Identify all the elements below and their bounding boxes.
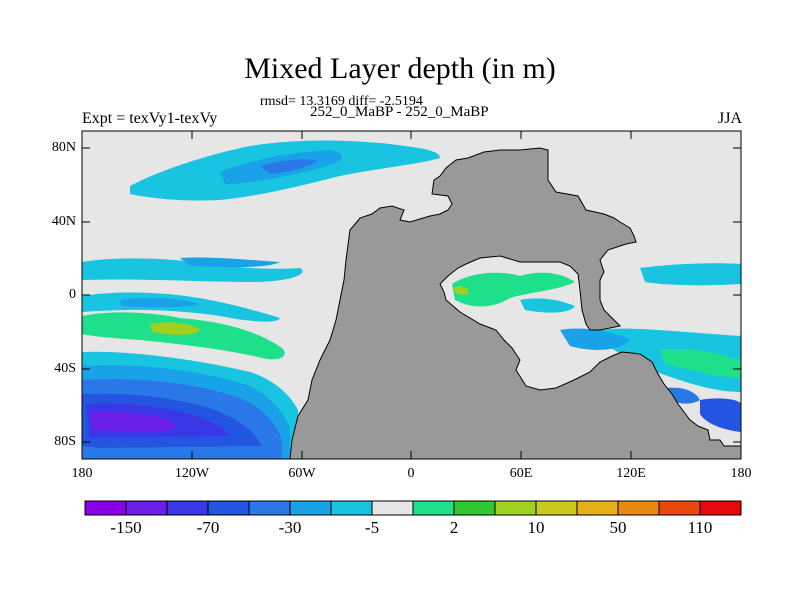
lon-tick-180e: 180 (730, 466, 752, 481)
lon-tick-180w: 180 (71, 466, 93, 481)
lat-tick-40s: 40S (54, 361, 76, 376)
colorbar-box (289, 500, 332, 516)
colorbar-label: 2 (449, 518, 459, 537)
lat-tick-0: 0 (69, 287, 76, 302)
colorbar-box (166, 500, 209, 516)
lon-tick-60e: 60E (509, 466, 533, 481)
lon-tick-60w: 60W (288, 466, 316, 481)
colorbar-box (535, 500, 578, 516)
colorbar-box (125, 500, 168, 516)
colorbar-label: -30 (278, 518, 302, 537)
comparison-label: 252_0_MaBP - 252_0_MaBP (310, 104, 489, 120)
chart-title: Mixed Layer depth (in m) (244, 52, 556, 85)
inner-sea-green (452, 272, 575, 307)
colorbar-box (248, 500, 291, 516)
north-pacific-cyan (82, 258, 303, 282)
colorbar-box (412, 500, 455, 516)
east-ocean-green (660, 348, 741, 378)
colorbar-label: 110 (687, 518, 713, 537)
east-ocean-blue-far (700, 398, 741, 432)
inner-sea-south-blue (560, 328, 630, 350)
colorbar (84, 500, 742, 516)
colorbar-label: -70 (196, 518, 220, 537)
inner-sea-cyan (520, 298, 575, 313)
colorbar-label: 50 (609, 518, 627, 537)
colorbar-box (84, 500, 127, 516)
continent-west (289, 147, 741, 459)
north-pacific-blue (180, 257, 280, 268)
colorbar-box (371, 500, 414, 516)
colorbar-label: 10 (527, 518, 545, 537)
stats-text: rmsd= 13.3169 diff= -2.5194 (260, 94, 423, 109)
north-high-lat-darkblue (260, 159, 318, 174)
colorbar-box (207, 500, 250, 516)
colorbar-box (330, 500, 373, 516)
inner-sea-yellow (454, 286, 469, 295)
south-pacific-green (82, 312, 285, 360)
east-ocean-cyan-north (640, 263, 741, 286)
lat-tick-80n: 80N (51, 140, 76, 155)
season-label: JJA (717, 110, 742, 127)
colorbar-box (494, 500, 537, 516)
lon-tick-0: 0 (407, 466, 415, 481)
southern-band-purple (90, 411, 176, 432)
colorbar-label: -150 (110, 518, 142, 537)
lon-tick-120w: 120W (174, 466, 210, 481)
colorbar-box (658, 500, 701, 516)
equatorial-blue-band (120, 297, 200, 308)
lat-tick-80s: 80S (54, 434, 76, 449)
colorbar-box (453, 500, 496, 516)
lat-tick-40n: 40N (51, 214, 76, 229)
colorbar-box (617, 500, 660, 516)
colorbar-label: -5 (364, 518, 380, 537)
colorbar-box (576, 500, 619, 516)
experiment-label: Expt = texVy1-texVy (82, 110, 218, 127)
lon-tick-120e: 120E (616, 466, 646, 481)
axis-ticks (81, 131, 742, 459)
south-pacific-yellow (150, 322, 200, 335)
colorbar-box (699, 500, 742, 516)
